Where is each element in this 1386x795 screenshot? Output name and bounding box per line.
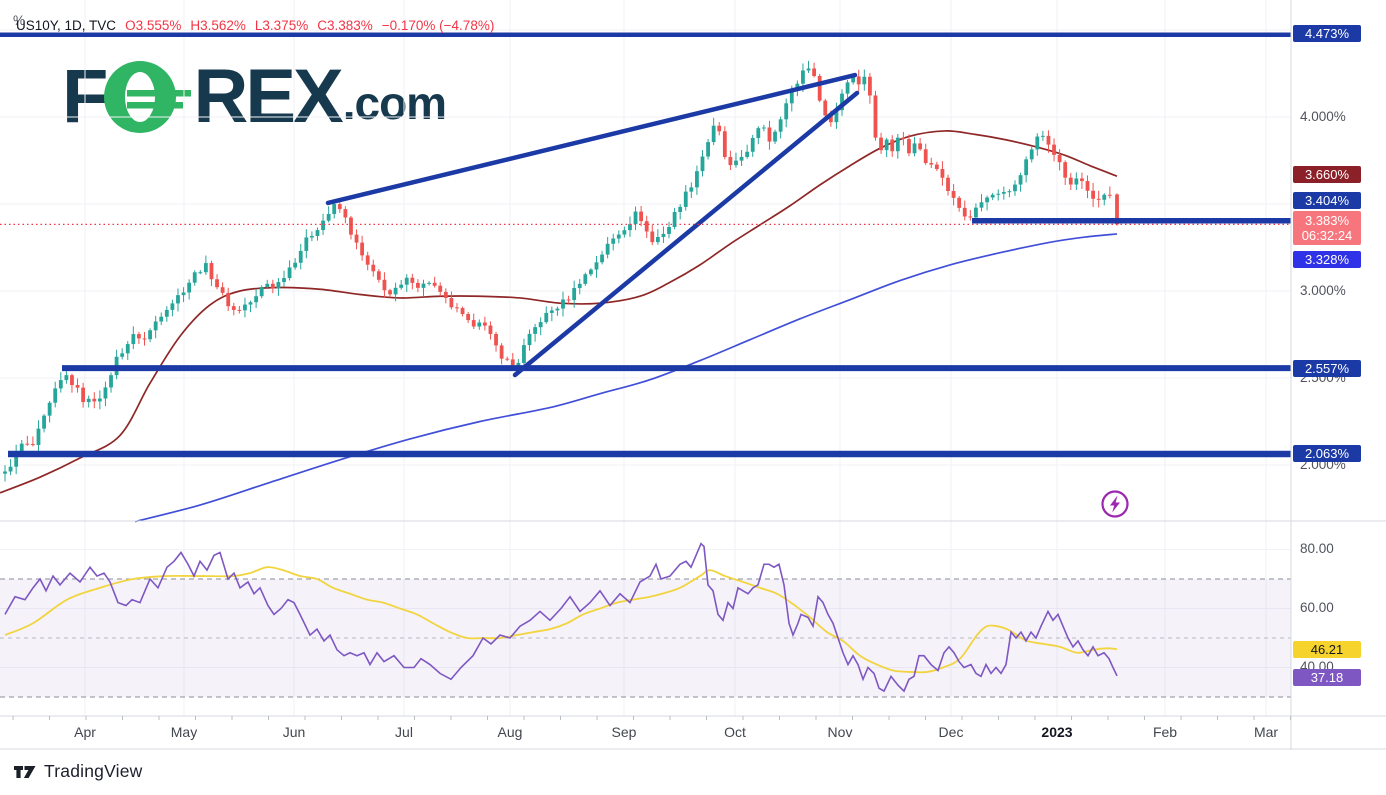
time-axis-label: Aug: [497, 724, 523, 740]
ma-fast-line: [0, 130, 1118, 494]
time-axis-label: Sep: [611, 724, 637, 740]
ohlc-low: L3.375%: [254, 18, 309, 33]
tradingview-link[interactable]: TradingView: [13, 761, 143, 782]
chart-canvas[interactable]: [0, 0, 1386, 750]
lightning-icon: [1110, 495, 1120, 513]
rsi-signal-value-badge: 46.21: [1293, 640, 1361, 658]
rsi-signal-line: [4, 566, 1118, 674]
time-axis-label: Mar: [1253, 724, 1279, 740]
resistance-4473-badge: 4.473%: [1293, 24, 1361, 42]
symbol-legend: US10Y, 1D, TVC O3.555% H3.562% L3.375% C…: [16, 18, 494, 33]
rsi-value-badge: 37.18: [1293, 668, 1361, 686]
time-axis-label: May: [170, 724, 198, 740]
ohlc-close: C3.383%: [317, 18, 373, 33]
price-axis-label: 3.000%: [1300, 283, 1346, 298]
change-text: −0.170% (−4.78%): [381, 18, 495, 33]
price-axis-label: 4.000%: [1300, 109, 1346, 124]
watermark-com: .com: [342, 77, 447, 129]
forex-com-watermark: F REX .com: [62, 54, 447, 139]
time-axis-label: Jul: [395, 724, 413, 740]
tradingview-logo-icon: [14, 765, 36, 778]
watermark-rex: REX: [193, 54, 343, 139]
lightning-button[interactable]: [1098, 487, 1132, 521]
price-axis-unit: %: [13, 13, 26, 28]
time-axis-label: Jun: [282, 724, 306, 740]
tradingview-label: TradingView: [44, 761, 143, 781]
footer-bar: TradingView: [0, 750, 1386, 795]
last-price-badge: 3.383% 06:32:24: [1293, 211, 1361, 245]
ohlc-high: H3.562%: [190, 18, 246, 33]
time-axis-label: 2023: [1041, 724, 1073, 740]
countdown-timer: 06:32:24: [1301, 228, 1353, 243]
time-axis[interactable]: Apr May Jun Jul Aug Sep Oct Nov Dec 2023 Feb Mar: [0, 716, 1291, 750]
ohlc-open: O3.555%: [125, 18, 182, 33]
price-axis-label: 80.00: [1300, 541, 1334, 556]
ma-slow-value-badge: 3.328%: [1293, 250, 1361, 268]
price-axis[interactable]: 4.000% 3.000% 2.500% 2.000% 80.00 60.00 40.00 4…: [1291, 0, 1386, 750]
time-axis-label: Oct: [724, 724, 746, 740]
level-3404-badge: 3.404%: [1293, 191, 1361, 209]
trendline: [325, 72, 858, 206]
symbol-title[interactable]: US10Y, 1D, TVC: [16, 18, 117, 33]
candles-layer: [3, 60, 1119, 482]
chart-layers: [0, 0, 1291, 716]
time-axis-label: Apr: [74, 724, 96, 740]
ma-fast-value-badge: 3.660%: [1293, 165, 1361, 183]
time-axis-label: Nov: [827, 724, 853, 740]
forex-o-coin-icon: [104, 61, 192, 133]
support-2557-badge: 2.557%: [1293, 359, 1361, 377]
rsi-line: [4, 542, 1118, 693]
time-axis-label: Feb: [1152, 724, 1178, 740]
price-axis-label: 60.00: [1300, 600, 1334, 615]
time-axis-label: Dec: [938, 724, 964, 740]
trendline: [512, 90, 860, 378]
support-2063-badge: 2.063%: [1293, 444, 1361, 462]
